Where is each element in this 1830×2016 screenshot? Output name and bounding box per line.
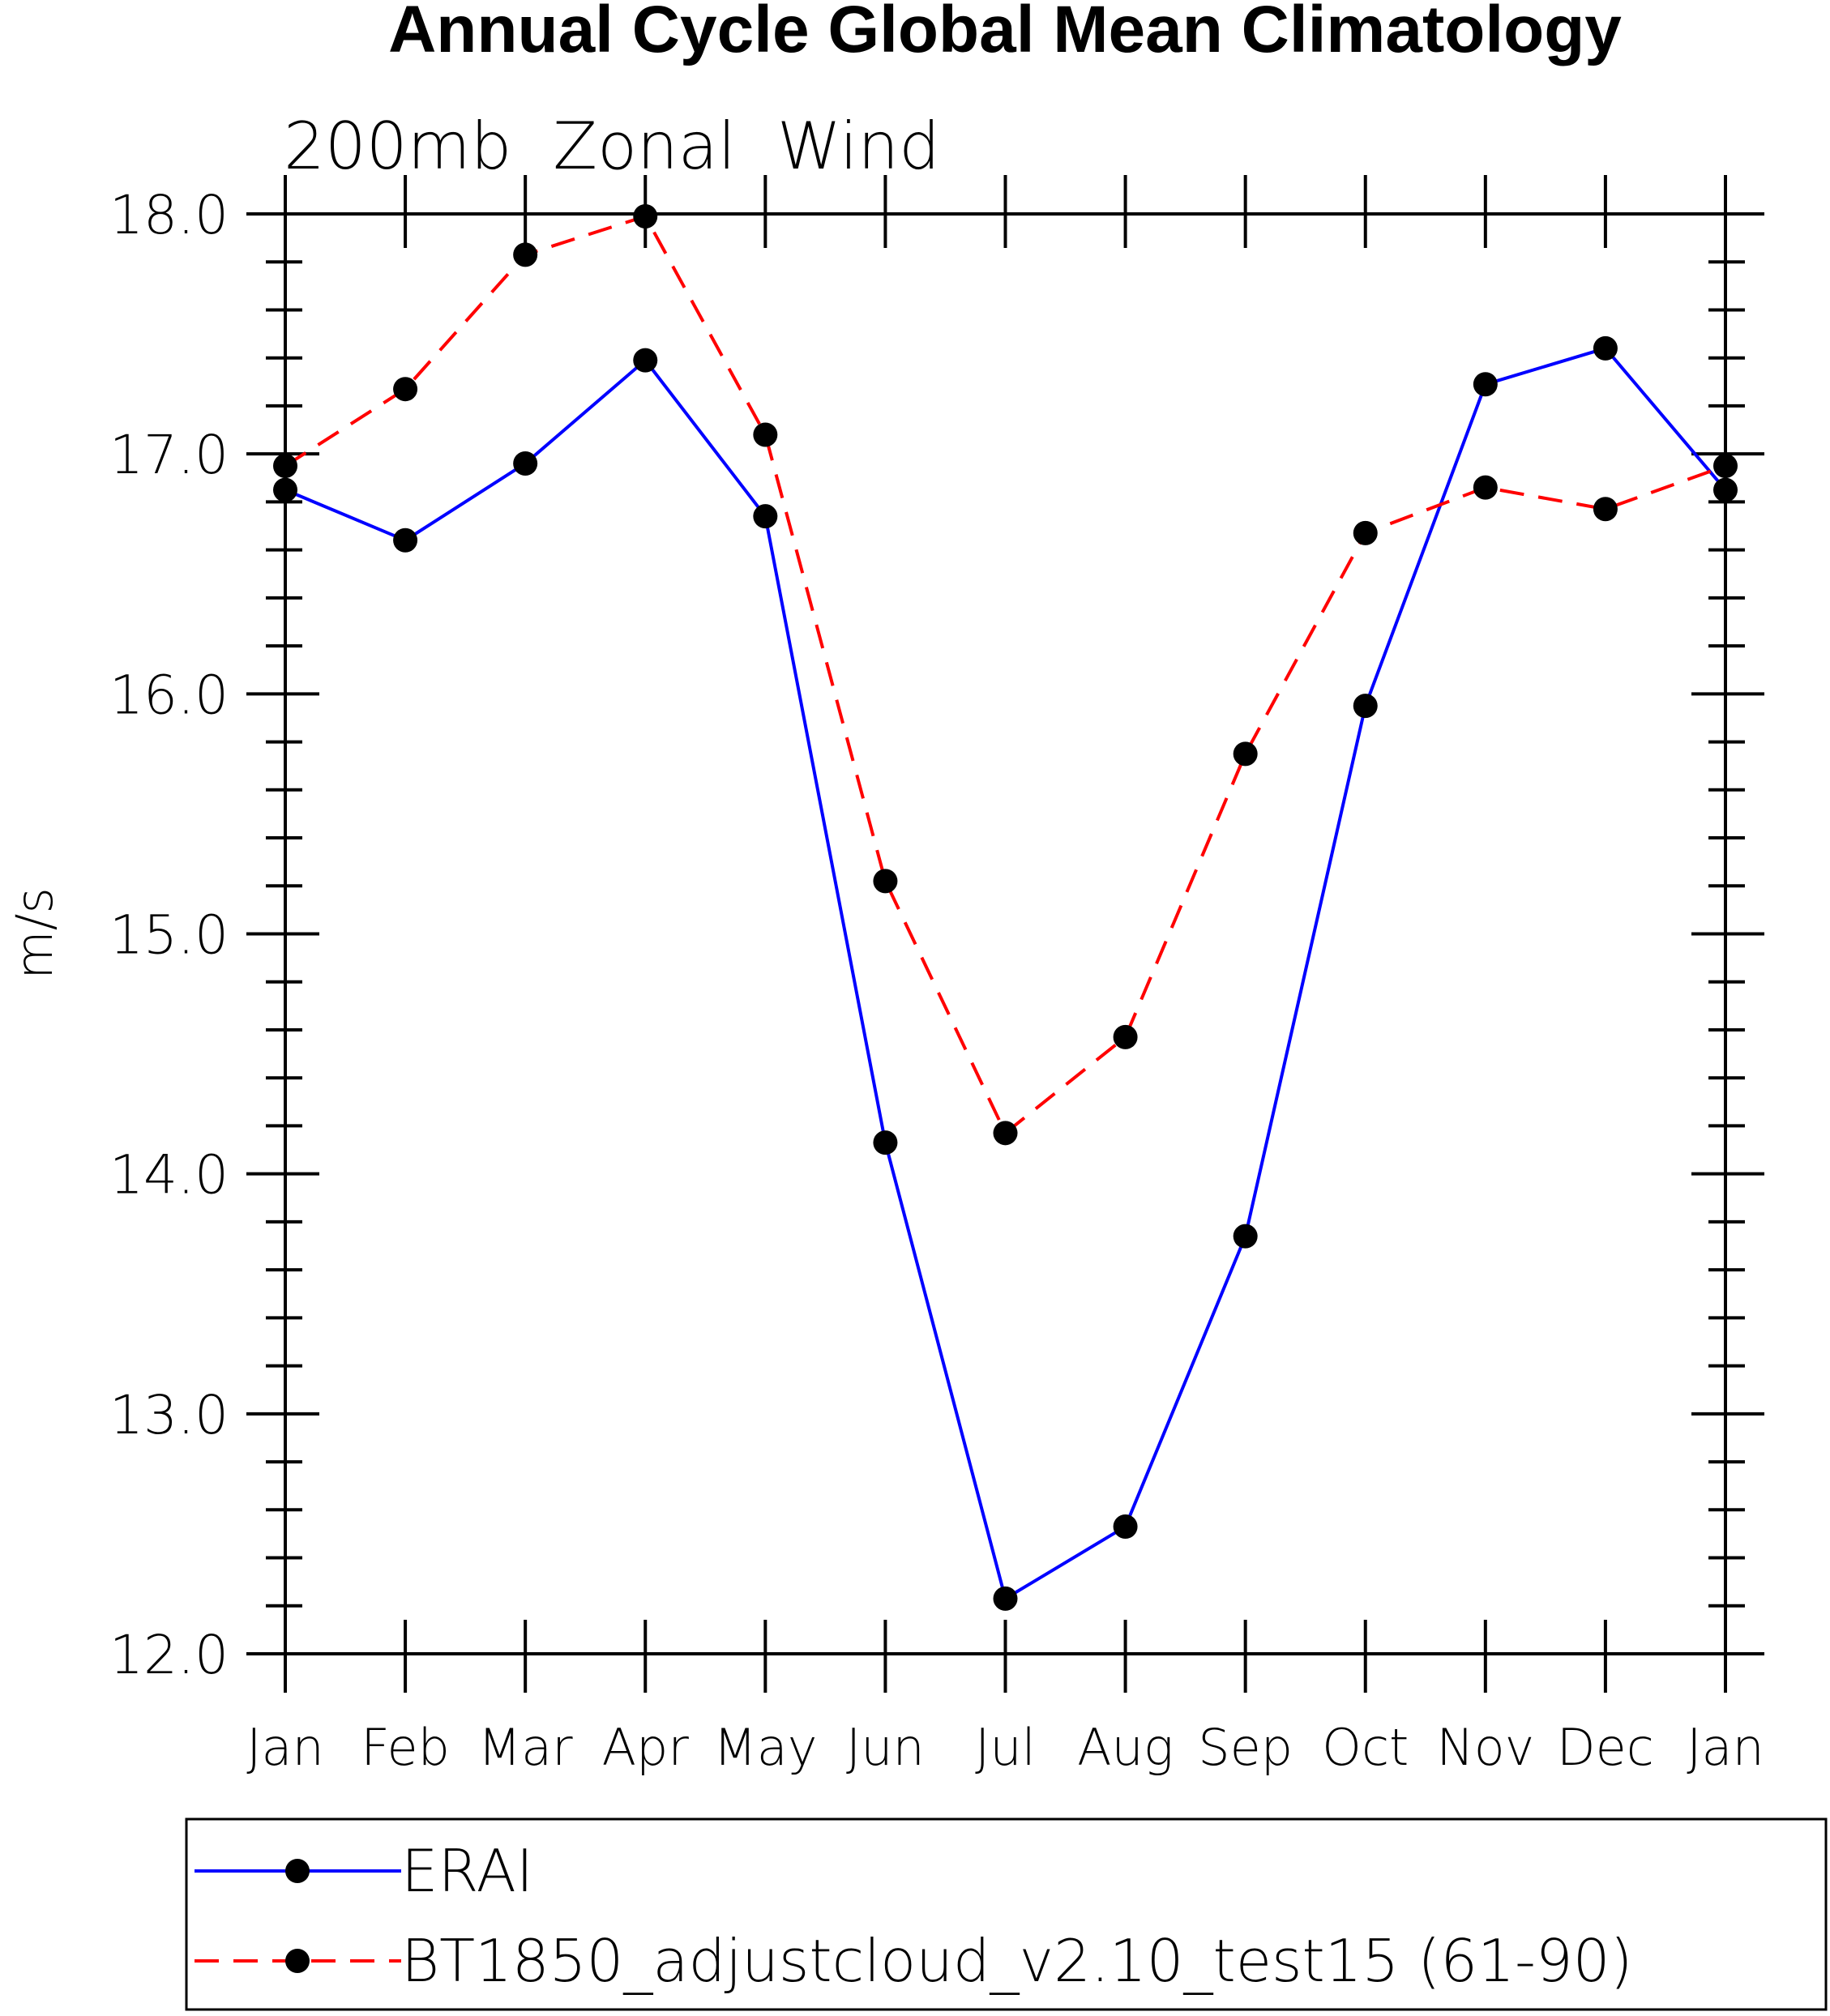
data-point-s1-3 [633,203,658,229]
x-tick-label: Dec [1557,1718,1654,1777]
markers-layer [273,203,1738,1611]
data-point-s0-0 [273,477,297,502]
series-line-1 [284,214,1726,1136]
chart-subtitle: 200mb Zonal Wind [284,109,940,184]
data-point-s1-12 [1713,453,1738,478]
y-tick-label: 16.0 [109,664,229,726]
data-point-s0-12 [1713,477,1738,502]
data-point-s0-9 [1353,694,1378,719]
y-tick-label: 12.0 [109,1624,229,1686]
x-tick-label: May [713,1718,817,1777]
data-point-s1-0 [273,453,297,478]
data-point-s0-11 [1593,335,1618,361]
data-point-s1-8 [1233,741,1258,767]
data-point-s1-9 [1353,520,1378,545]
legend-label-erai: ERAI [401,1837,533,1905]
x-tick-label: Aug [1077,1718,1174,1777]
series-layer [284,214,1727,1601]
data-point-s0-4 [753,504,778,529]
x-tick-label: Nov [1436,1718,1534,1777]
y-tick-label: 13.0 [109,1384,229,1446]
legend-marker-bt1850 [285,1949,310,1973]
data-point-s1-2 [513,242,538,267]
x-tick-label: Feb [361,1718,450,1777]
y-tick-label: 15.0 [109,904,229,967]
legend-marker-erai [285,1859,310,1883]
data-point-s0-3 [633,348,658,373]
data-point-s1-5 [873,869,898,894]
plot-frame [284,212,1727,1655]
data-point-s0-8 [1233,1224,1258,1249]
x-tick-label: Sep [1198,1718,1293,1777]
x-tick-label: Jul [975,1718,1036,1777]
legend-label-bt1850: BT1850_adjustcloud_v2.10_test15 (61-90) [401,1927,1633,1995]
x-tick-label: Jun [846,1718,925,1777]
legend: ERAI BT1850_adjustcloud_v2.10_test15 (61… [185,1817,1828,2011]
data-point-s0-2 [513,451,538,476]
data-point-s1-7 [1113,1024,1138,1049]
data-point-s1-1 [393,377,418,402]
x-tick-label: Jan [1687,1718,1764,1777]
axis-ticks [246,175,1764,1693]
x-tick-label: Oct [1322,1718,1409,1777]
y-tick-labels: 12.0 13.0 14.0 15.0 16.0 17.0 18.0 [109,184,229,1686]
x-tick-labels: Jan Feb Mar Apr May Jun Jul Aug Sep Oct Nov Dec Jan [246,1718,1764,1777]
data-point-s1-4 [753,422,778,447]
data-point-s0-7 [1113,1514,1138,1540]
x-tick-label: Apr [602,1718,690,1777]
data-point-s0-1 [393,527,418,553]
data-point-s1-10 [1473,475,1498,500]
x-tick-label: Mar [478,1718,573,1777]
data-point-s0-5 [873,1130,898,1155]
chart-title: Annual Cycle Global Mean Climatology [388,0,1622,66]
legend-box [185,1817,1828,2011]
x-tick-label: Jan [246,1718,324,1777]
data-point-s1-11 [1593,497,1618,522]
y-tick-label: 18.0 [109,184,229,246]
series-line-0 [284,346,1727,1601]
y-tick-label: 14.0 [109,1144,229,1207]
y-axis-label: m/s [5,887,64,980]
data-point-s0-6 [993,1586,1018,1611]
data-point-s1-6 [993,1121,1018,1146]
y-tick-label: 17.0 [109,424,229,486]
data-point-s0-10 [1473,372,1498,397]
